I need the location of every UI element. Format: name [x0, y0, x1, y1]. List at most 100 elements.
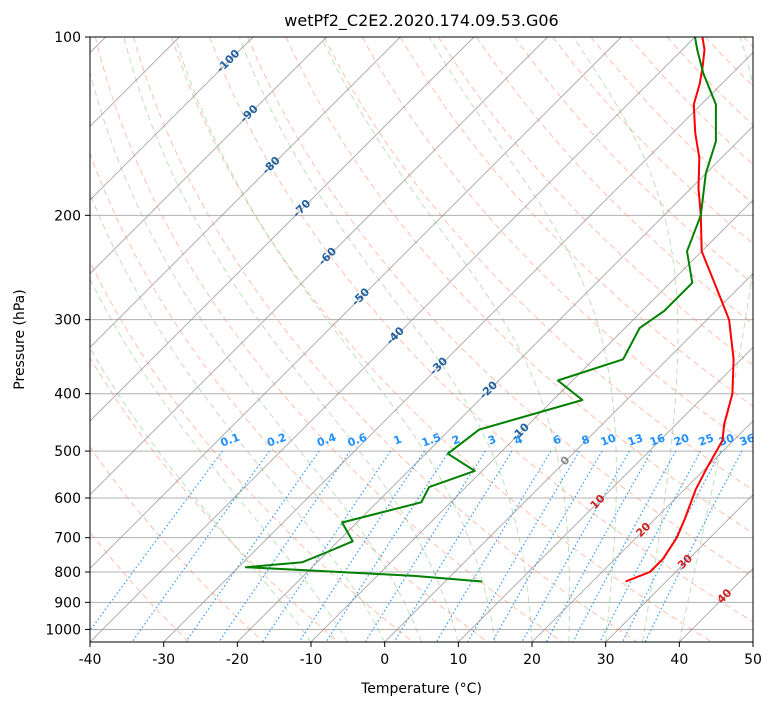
x-tick-label: -20: [226, 652, 249, 668]
dry-adiabat: [90, 446, 264, 642]
dry-adiabat: [209, 37, 753, 623]
moist-adiabat: [174, 37, 496, 642]
sounding-series: [244, 37, 735, 583]
moist-adiabat: [238, 37, 533, 642]
x-tick-label: 20: [523, 652, 541, 668]
mixing-ratio-line: [131, 450, 270, 642]
y-tick-label: 700: [54, 531, 81, 547]
moist-adiabat: [90, 347, 312, 642]
mixing-ratio-label: 0.2: [265, 431, 288, 450]
dry-adiabat: [743, 37, 753, 48]
moist-adiabat: [678, 37, 753, 642]
mixing-ratio-label: 0.4: [315, 431, 338, 450]
isotherm: [163, 52, 753, 642]
mixing-ratio-line: [262, 450, 392, 642]
mixing-ratio-label: 30: [717, 431, 736, 449]
isotherm-label: -90: [237, 102, 260, 125]
mixing-ratio-line: [621, 450, 722, 642]
y-axis-ticks: 100 200 300 400 500 600 700 800 900 1000: [45, 30, 90, 638]
plot-area: -100-90-80-70-60-50-40-30-20-10010203040…: [90, 37, 753, 642]
mixing-ratio-line: [572, 450, 677, 642]
y-tick-label: 500: [54, 444, 81, 460]
isotherm: [90, 37, 696, 642]
mixing-ratio-label: 2: [450, 433, 462, 448]
y-tick-label: 800: [54, 565, 81, 581]
mixing-ratio-line: [218, 450, 351, 642]
mixing-ratio-label: 0.6: [346, 431, 369, 450]
isotherm: [458, 346, 753, 642]
y-tick-label: 1000: [45, 622, 81, 638]
y-tick-label: 200: [54, 208, 81, 224]
x-tick-label: 50: [744, 652, 762, 668]
isotherm-label: -70: [290, 197, 313, 220]
dry-adiabat: [90, 356, 339, 642]
x-tick-label: -30: [152, 652, 175, 668]
mixing-ratio-label: 0.1: [219, 431, 242, 450]
x-axis-label: Temperature (°C): [360, 681, 482, 697]
dry-adiabat: [437, 37, 753, 366]
moist-adiabat: [90, 192, 386, 642]
dry-adiabat: [90, 152, 488, 642]
mixing-ratio-label: 1.5: [420, 431, 443, 450]
dry-adiabat: [323, 37, 753, 491]
isotherm: [752, 641, 753, 642]
isotherm: [237, 125, 753, 642]
x-tick-label: -40: [79, 652, 102, 668]
y-tick-label: 100: [54, 30, 81, 46]
x-tick-label: -10: [300, 652, 323, 668]
moist-adiabat: [90, 278, 349, 642]
mixing-ratio-label: 3: [486, 433, 498, 448]
dry-adiabat: [552, 37, 753, 245]
mixing-ratio-label: 16: [648, 431, 667, 449]
mixing-ratio-label: 25: [697, 431, 716, 448]
isotherm-label: 40: [714, 586, 734, 606]
x-axis-ticks: -40 -30 -20 -10 0 10 20 30 40 50: [79, 642, 762, 668]
x-tick-label: 30: [597, 652, 615, 668]
isotherm-label: 10: [588, 492, 608, 512]
mixing-ratio-label: 8: [580, 433, 592, 448]
isotherm: [531, 420, 753, 642]
isotherm-label: 20: [633, 520, 653, 540]
dry-adiabat: [132, 37, 638, 642]
dry-adiabat: [247, 37, 753, 578]
x-tick-label: 40: [670, 652, 688, 668]
mixing-ratio-label: 10: [599, 431, 618, 449]
mixing-ratio-lines: [90, 450, 743, 642]
y-tick-label: 600: [54, 491, 81, 507]
mixing-ratio-label: 4: [513, 433, 525, 448]
moist-adiabat: [428, 37, 617, 642]
dry-adiabat: [171, 37, 712, 642]
isotherm: [90, 37, 401, 348]
y-tick-label: 400: [54, 387, 81, 403]
dry-adiabat: [590, 37, 753, 205]
mixing-ratio-line: [435, 450, 552, 642]
y-tick-label: 900: [54, 595, 81, 611]
dry-adiabat: [90, 531, 190, 642]
temperature-line: [625, 37, 735, 583]
pressure-gridlines: [90, 37, 753, 630]
isotherm: [310, 199, 753, 642]
moist-adiabat: [90, 70, 422, 642]
isotherm-label: -30: [427, 354, 450, 377]
mixing-ratio-line: [521, 450, 631, 642]
x-tick-label: 10: [449, 652, 467, 668]
isotherm-label: -60: [316, 245, 339, 268]
dry-adiabat: [666, 37, 753, 126]
isotherm: [90, 37, 548, 496]
isotherm-label: -20: [477, 378, 500, 401]
mixing-ratio-line: [298, 450, 425, 642]
mixing-ratio-label: 6: [551, 433, 563, 448]
isotherm: [605, 494, 753, 642]
isotherm: [90, 37, 254, 201]
isotherm: [90, 37, 622, 569]
dry-adiabat: [399, 37, 753, 407]
isotherm: [90, 37, 327, 275]
isotherm: [679, 567, 753, 642]
x-tick-label: 0: [380, 652, 389, 668]
mixing-ratio-line: [599, 450, 702, 642]
mixing-ratio-label: 20: [672, 431, 691, 449]
isotherm-label: 30: [675, 552, 695, 572]
plot-frame: [89, 36, 754, 643]
dry-adiabat: [90, 260, 414, 642]
